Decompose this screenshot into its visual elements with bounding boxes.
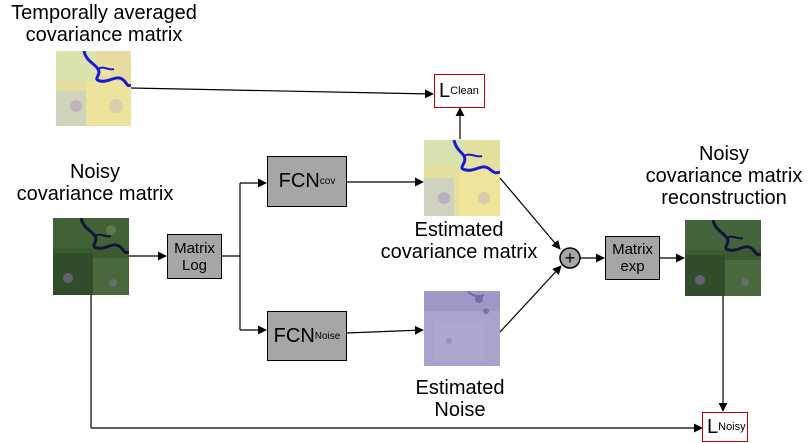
matrix-exp-box: Matrix exp (605, 236, 660, 280)
estimated-noise-image (424, 291, 500, 366)
matrix-exp-line1: Matrix (612, 241, 653, 258)
reconstruction-image (685, 220, 761, 296)
loss-noisy-sub: Noisy (718, 421, 746, 433)
fcn-noise-main: FCN (273, 324, 315, 347)
loss-clean-box: L Clean (434, 74, 485, 108)
fcn-cov-main: FCN (278, 170, 320, 192)
loss-noisy-main: L (707, 415, 719, 438)
temporal-avg-image (56, 51, 131, 126)
temporal-avg-label-line1: Temporally averaged (11, 2, 197, 24)
loss-clean-main: L (439, 79, 451, 102)
reconstruction-label-line3: reconstruction (661, 187, 787, 209)
fcn-noise-sub: Noise (314, 330, 341, 342)
noisy-cov-label-line2: covariance matrix (16, 183, 174, 205)
temporal-avg-label-line2: covariance matrix (25, 24, 183, 46)
sum-node (559, 247, 581, 269)
matrix-exp-line2: exp (620, 258, 645, 275)
estimated-cov-label-line1: Estimated (414, 219, 504, 241)
noisy-cov-label: Noisy covariance matrix (0, 161, 190, 205)
fcn-cov-box: FCN cov (267, 156, 347, 207)
reconstruction-label-line1: Noisy (698, 143, 749, 165)
loss-noisy-box: L Noisy (702, 412, 748, 442)
arrow-fcnnoise-to-estnoise (345, 325, 424, 335)
arrow-temporal-to-lclean (130, 87, 434, 99)
estimated-cov-image (424, 140, 500, 216)
fcn-noise-box: FCN Noise (267, 311, 347, 361)
noisy-cov-label-line1: Noisy (69, 161, 120, 183)
reconstruction-label: Noisy covariance matrix reconstruction (636, 143, 812, 209)
matrix-log-line2: Log (181, 256, 208, 274)
noisy-cov-image (53, 218, 129, 295)
estimated-cov-label: Estimated covariance matrix (366, 219, 552, 263)
loss-clean-sub: Clean (450, 85, 479, 97)
estimated-noise-label-line2: Noise (434, 399, 486, 421)
reconstruction-label-line2: covariance matrix (645, 165, 803, 187)
arrow-estcov-to-sum (499, 177, 561, 250)
arrow-estnoise-to-sum (499, 265, 562, 333)
estimated-cov-label-line2: covariance matrix (380, 241, 538, 263)
sum-symbol: + (565, 248, 576, 268)
matrix-log-line1: Matrix (174, 239, 215, 257)
estimated-noise-label: Estimated Noise (390, 377, 530, 421)
fcn-cov-sub: cov (319, 176, 336, 187)
matrix-log-box: Matrix Log (167, 234, 222, 279)
estimated-noise-label-line1: Estimated (415, 377, 505, 399)
temporal-avg-label: Temporally averaged covariance matrix (0, 2, 208, 46)
